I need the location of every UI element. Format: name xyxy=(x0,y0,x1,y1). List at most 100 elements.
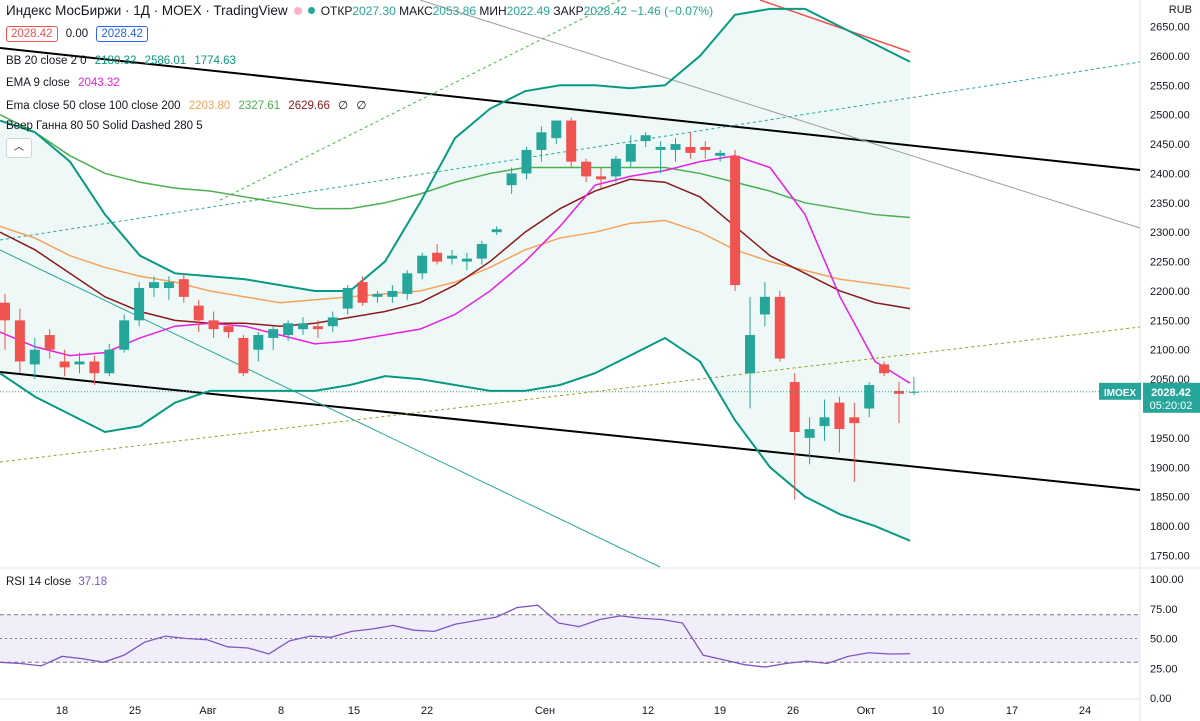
price-tick-label: 1750.00 xyxy=(1150,550,1190,562)
market-status-icon xyxy=(293,6,302,15)
candle-body xyxy=(178,279,189,297)
rsi-tick-label: 50.00 xyxy=(1150,634,1178,646)
rsi-tick-label: 0.00 xyxy=(1150,693,1171,705)
price-tick-label: 2150.00 xyxy=(1150,315,1190,327)
candle-body xyxy=(357,282,368,303)
time-tick-label: 25 xyxy=(129,705,141,717)
chart-settings-icon[interactable]: RUB xyxy=(1169,0,1192,18)
candle-body xyxy=(402,273,413,294)
price-tick-label: 2600.00 xyxy=(1150,51,1190,63)
bb-lower-line xyxy=(0,336,911,542)
candle-body xyxy=(789,382,800,433)
price-tick-label: 1850.00 xyxy=(1150,492,1190,504)
gann-legend-name: Веер Ганна 80 50 Solid Dashed 280 5 xyxy=(6,120,203,132)
candle-body xyxy=(89,361,100,374)
time-tick-label: 19 xyxy=(714,705,726,717)
candle-body xyxy=(596,176,606,180)
bb-legend-name: BB 20 close 2 0 xyxy=(6,55,87,67)
spread-value: 0.00 xyxy=(65,28,89,40)
candle-body xyxy=(730,155,741,286)
candle-body xyxy=(432,252,443,262)
symbol-title[interactable]: Индекс МосБиржи · 1Д · MOEX · TradingVie… xyxy=(6,3,288,18)
open-label: ОТКР xyxy=(320,3,353,18)
collapse-legend-button[interactable]: ︿ xyxy=(6,138,32,158)
price-tick-label: 2450.00 xyxy=(1150,139,1190,151)
candle-body xyxy=(685,146,696,153)
ema9-value: 2043.32 xyxy=(78,77,120,89)
candle-body xyxy=(491,229,502,233)
candle-body xyxy=(29,349,40,365)
candle-body xyxy=(268,329,279,338)
candle-body xyxy=(625,144,636,162)
close-value: 2028.42 xyxy=(583,3,628,18)
sell-button[interactable]: 2028.42 xyxy=(6,26,58,42)
candle-body xyxy=(566,120,577,162)
candle-body xyxy=(238,337,249,374)
candle-body xyxy=(223,326,234,333)
time-tick-label: Окт xyxy=(857,705,876,717)
candle-body xyxy=(44,335,55,350)
price-tick-label: 2300.00 xyxy=(1150,227,1190,239)
symbol-tag-text: IMOEX xyxy=(1104,388,1137,399)
low-label: МИН xyxy=(479,3,507,18)
buy-button[interactable]: 2028.42 xyxy=(96,26,148,42)
candle-body xyxy=(163,282,174,289)
bb-basis-value: 2180.32 xyxy=(94,55,137,67)
time-tick-label: 26 xyxy=(787,705,799,717)
ema50-line xyxy=(0,219,911,304)
candle-body xyxy=(670,144,681,150)
candle-body xyxy=(581,161,592,177)
candle-body xyxy=(700,146,711,150)
ema200-value: 2629.66 xyxy=(288,100,330,112)
ema-multi-legend-name: Ema close 50 close 100 close 200 xyxy=(6,100,181,112)
price-tick-label: 1900.00 xyxy=(1150,462,1190,474)
candle-body xyxy=(387,290,398,297)
candle-body xyxy=(879,364,890,374)
currency-label[interactable]: RUB xyxy=(1168,4,1192,16)
bb-legend[interactable]: BB 20 close 2 0 2180.32 2586.01 1774.63 xyxy=(6,55,241,67)
time-tick-label: Сен xyxy=(535,705,555,717)
rsi-line xyxy=(0,604,911,668)
time-tick-label: 8 xyxy=(278,705,284,717)
rsi-tick-label: 75.00 xyxy=(1150,604,1178,616)
candle-body xyxy=(774,296,785,359)
rsi-legend-name: RSI 14 close xyxy=(6,576,72,588)
price-tick-label: 1950.00 xyxy=(1150,433,1190,445)
ema-multi-legend[interactable]: Ema close 50 close 100 close 200 2203.80… xyxy=(6,98,371,112)
time-tick-label: 22 xyxy=(421,705,433,717)
candle-body xyxy=(253,335,264,350)
candle-body xyxy=(0,302,10,321)
price-tick-label: 2350.00 xyxy=(1150,198,1190,210)
candle-body xyxy=(849,417,860,424)
close-label: ЗАКР xyxy=(553,3,584,18)
candle-body xyxy=(715,152,726,156)
gann-ray-4 xyxy=(219,0,621,201)
candle-body xyxy=(834,402,845,430)
candle-body xyxy=(14,320,25,362)
candle-body xyxy=(372,293,383,297)
gann-legend[interactable]: Веер Ганна 80 50 Solid Dashed 280 5 xyxy=(6,120,208,132)
ema9-legend[interactable]: EMA 9 close 2043.32 xyxy=(6,77,125,89)
candle-body xyxy=(819,417,830,427)
time-tick-label: 24 xyxy=(1079,705,1091,717)
time-tick-label: 18 xyxy=(56,705,68,717)
chevron-up-icon: ︿ xyxy=(14,142,24,153)
candle-body xyxy=(134,288,145,321)
ema-empty-value-1: ∅ xyxy=(338,100,349,112)
realtime-dot-icon xyxy=(307,7,315,14)
candle-body xyxy=(759,296,770,315)
trendline-upper xyxy=(0,47,1141,171)
time-tick-label: 12 xyxy=(642,705,654,717)
bb-band-fill xyxy=(0,8,910,541)
candle-body xyxy=(506,173,517,186)
price-tick-label: 2400.00 xyxy=(1150,168,1190,180)
candle-body xyxy=(476,243,487,259)
rsi-legend[interactable]: RSI 14 close 37.18 xyxy=(6,576,107,588)
price-tick-label: 2500.00 xyxy=(1150,110,1190,122)
time-tick-label: 15 xyxy=(348,705,360,717)
high-label: МАКС xyxy=(399,3,433,18)
price-tick-label: 1800.00 xyxy=(1150,521,1190,533)
candle-body xyxy=(104,349,115,374)
price-tick-label: 2100.00 xyxy=(1150,345,1190,357)
